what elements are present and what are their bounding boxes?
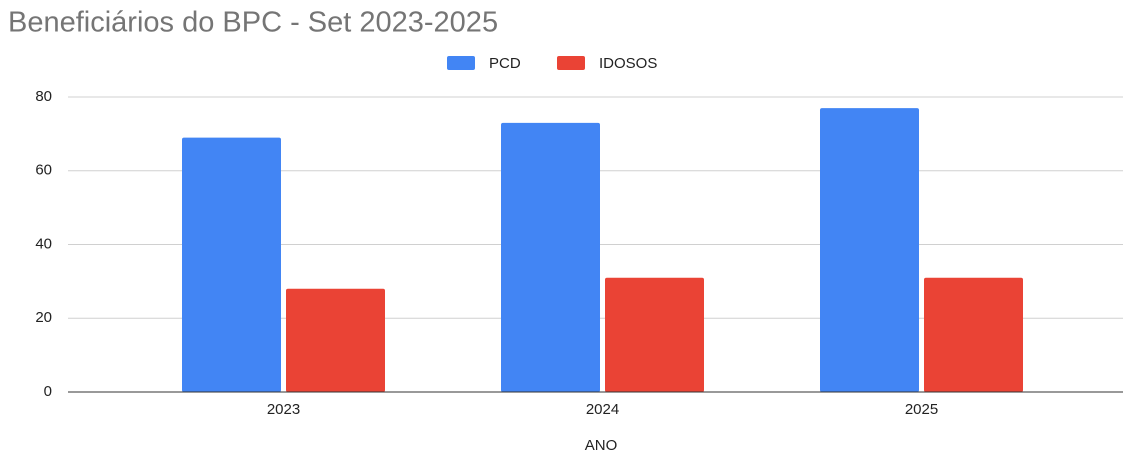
bar	[501, 122, 600, 392]
x-tick-label: 2025	[905, 401, 938, 418]
x-tick-label: 2024	[586, 401, 619, 418]
y-tick-label: 40	[35, 235, 52, 252]
y-tick-label: 0	[44, 383, 52, 400]
bar	[182, 137, 281, 392]
x-axis-label: ANO	[585, 437, 618, 452]
bar	[286, 288, 385, 392]
bar	[924, 277, 1023, 392]
y-tick-label: 80	[35, 88, 52, 105]
legend-label: PCD	[489, 55, 521, 72]
legend-label: IDOSOS	[599, 55, 657, 72]
x-tick-label: 2023	[267, 401, 300, 418]
chart-title: Beneficiários do BPC - Set 2023-2025	[8, 7, 498, 39]
legend-swatch	[557, 56, 585, 70]
bar	[820, 108, 919, 392]
legend-swatch	[447, 56, 475, 70]
y-tick-label: 20	[35, 309, 52, 326]
y-tick-label: 60	[35, 162, 52, 179]
bar	[605, 277, 704, 392]
